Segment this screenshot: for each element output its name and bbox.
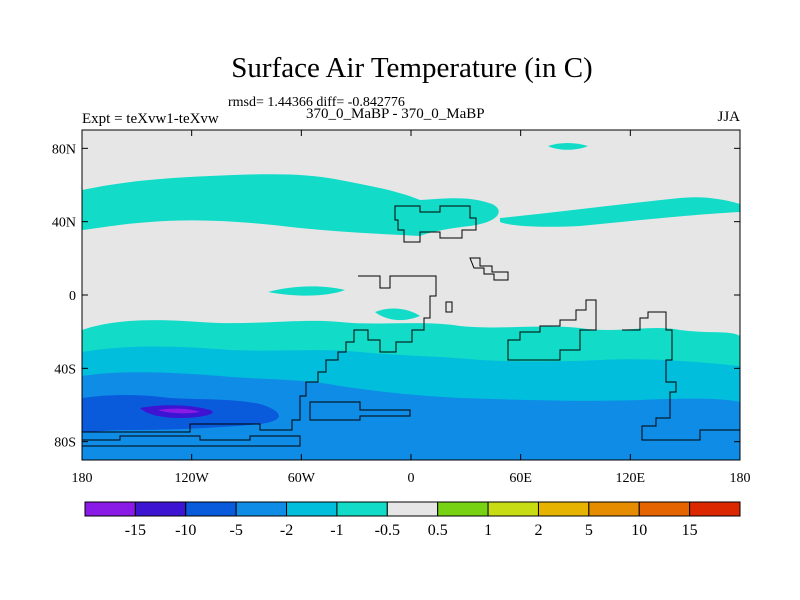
colorbar-swatch	[134, 501, 187, 517]
colorbar-label: 5	[585, 522, 593, 539]
colorbar-label: -15	[125, 522, 146, 539]
coastline-africa-west	[82, 275, 437, 433]
contour-band-south-3	[82, 372, 740, 460]
colorbar-swatch	[185, 501, 237, 517]
contour-tropical-patch-2	[375, 308, 420, 321]
lat-tick-label: 80N	[52, 142, 76, 157]
lon-tick-label: 60E	[509, 471, 532, 486]
lat-tick-label: 40S	[54, 362, 76, 377]
colorbar-label: 15	[682, 522, 698, 539]
lat-axis: 80N 40N 0 40S 80S	[52, 142, 740, 451]
lon-tick-label: 120W	[175, 471, 210, 486]
lon-axis: 180 120W 60W 0 60E 120E 180	[72, 130, 751, 486]
contour-arctic-patch	[548, 143, 588, 150]
coastline-north	[394, 205, 477, 243]
lon-tick-label: 180	[72, 471, 93, 486]
colorbar-swatch	[487, 501, 539, 517]
contour-band-south-6	[158, 408, 200, 414]
coastline-east	[507, 299, 597, 361]
colorbar-label: 1	[484, 522, 492, 539]
stats-line: rmsd= 1.44366 diff= -0.842776	[228, 95, 405, 110]
contour-tropical-patch	[268, 286, 345, 296]
coastlines	[82, 205, 740, 447]
season-label: JJA	[717, 109, 740, 125]
temperature-fill	[82, 143, 740, 460]
lat-tick-label: 80S	[54, 436, 76, 451]
colorbar-swatch	[638, 501, 691, 517]
lat-tick-label: 40N	[52, 216, 76, 231]
lon-tick-label: 120E	[616, 471, 646, 486]
colorbar-swatch	[537, 501, 590, 517]
colorbar-swatch	[689, 501, 741, 517]
colorbar-swatch	[336, 501, 388, 517]
coastline-south-mid	[309, 401, 411, 421]
coastline-australia	[622, 311, 740, 441]
coastline-middle-east	[469, 257, 509, 281]
colorbar-swatch	[84, 501, 136, 517]
colorbar-label: -0.5	[375, 522, 400, 539]
colorbar-label: 0.5	[428, 522, 448, 539]
colorbar-label: 2	[534, 522, 542, 539]
experiment-label: Expt = teXvw1-teXvw	[82, 111, 219, 127]
colorbar-label: -5	[229, 522, 242, 539]
colorbar-label: -10	[175, 522, 196, 539]
lon-tick-label: 180	[730, 471, 751, 486]
lat-tick-label: 0	[69, 289, 76, 304]
colorbar-label: -1	[330, 522, 343, 539]
colorbar-swatch	[386, 501, 439, 517]
contour-band-north-east	[500, 197, 740, 227]
lon-tick-label: 60W	[288, 471, 316, 486]
colorbar-swatch	[286, 501, 338, 517]
colorbar-swatch	[235, 501, 288, 517]
coastline-small	[445, 301, 453, 313]
chart-title: Surface Air Temperature (in C)	[231, 52, 593, 84]
colorbar-swatch	[437, 501, 489, 517]
colorbar-swatch	[588, 501, 640, 517]
coastline-south	[82, 435, 301, 447]
colorbar-label: 10	[631, 522, 647, 539]
colorbar-label: -2	[280, 522, 293, 539]
period-label: 370_0_MaBP - 370_0_MaBP	[306, 106, 485, 122]
lon-tick-label: 0	[408, 471, 415, 486]
contour-band-north	[82, 174, 499, 236]
